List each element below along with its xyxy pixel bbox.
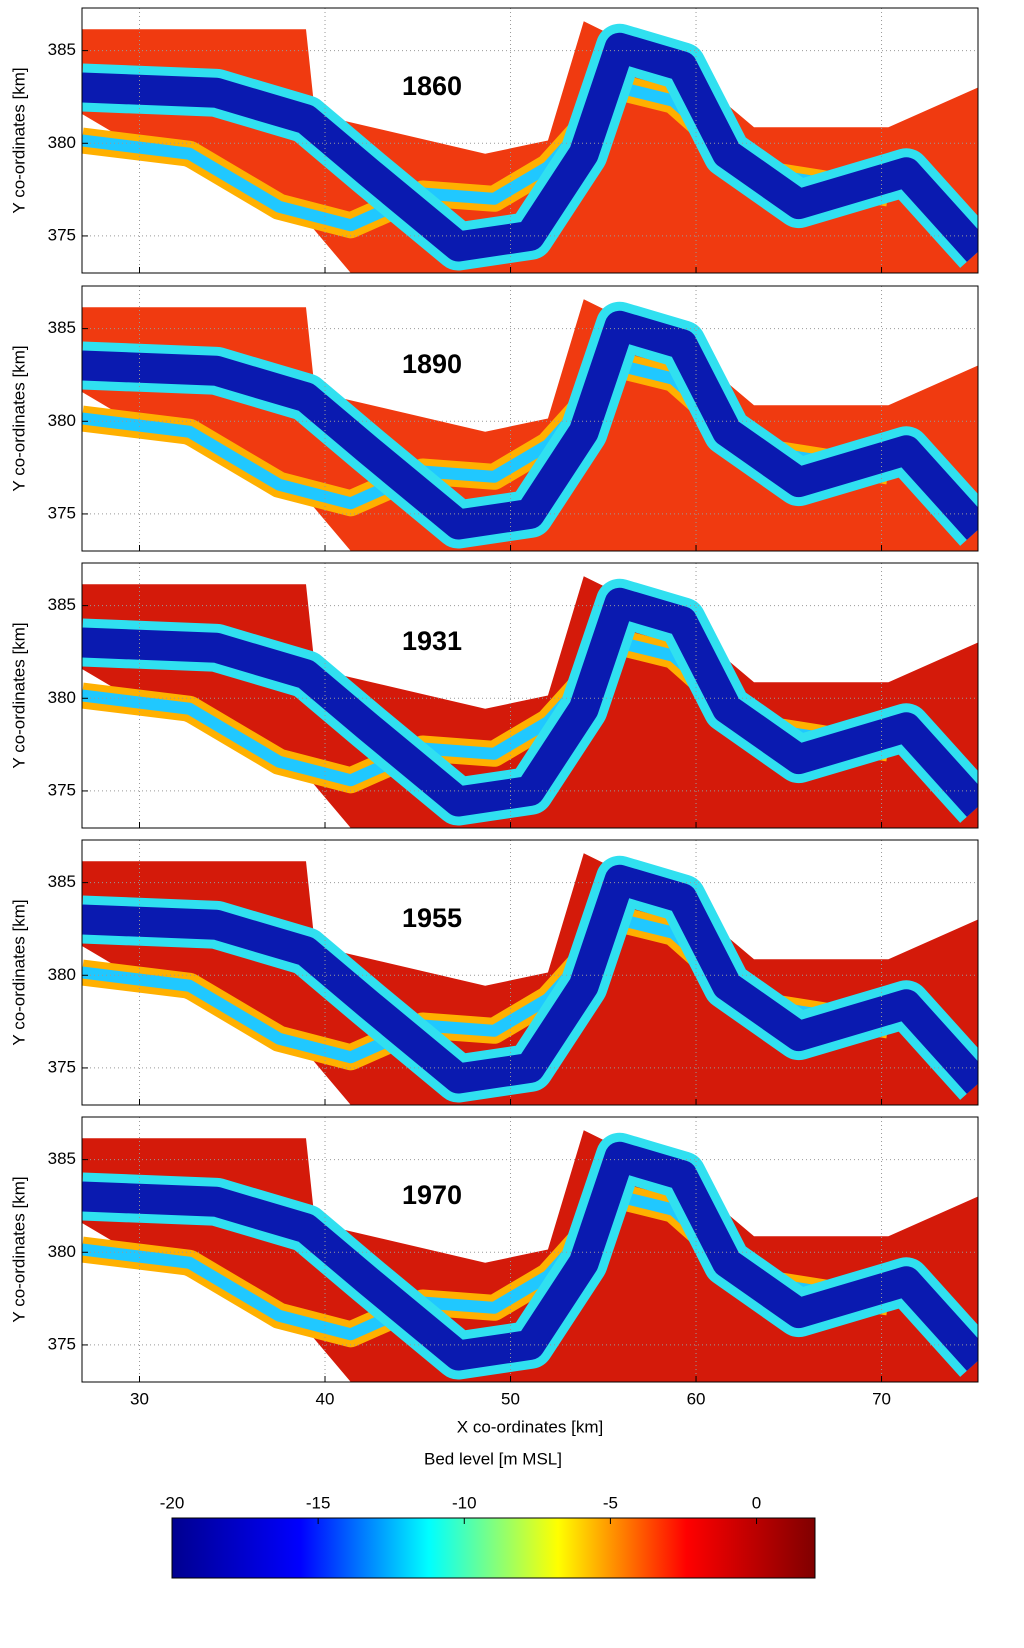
y-tick-label: 380 xyxy=(48,965,76,984)
plot-frame xyxy=(81,839,979,1106)
x-tick-label: 70 xyxy=(872,1389,891,1408)
plot-frame xyxy=(81,285,979,552)
colorbar-label: Bed level [m MSL] xyxy=(424,1449,562,1468)
y-tick-label: 380 xyxy=(48,688,76,707)
plot-frame xyxy=(81,7,979,274)
y-tick-label: 375 xyxy=(48,503,76,522)
y-tick-label: 385 xyxy=(48,1149,76,1168)
main-channel xyxy=(82,587,978,817)
y-tick-label: 385 xyxy=(48,872,76,891)
map xyxy=(82,576,978,828)
colorbar-tick-label: -5 xyxy=(603,1493,618,1512)
colorbar-tick-label: -20 xyxy=(160,1493,185,1512)
y-tick-label: 375 xyxy=(48,780,76,799)
y-tick-label: 380 xyxy=(48,1242,76,1261)
map xyxy=(82,1130,978,1382)
y-tick-label: 385 xyxy=(48,595,76,614)
panel-year: 1860 xyxy=(402,71,462,101)
y-axis-label: Y co-ordinates [km] xyxy=(9,67,28,213)
x-tick-label: 40 xyxy=(316,1389,335,1408)
panel-year: 1890 xyxy=(402,349,462,379)
colorbar-tick-label: -10 xyxy=(452,1493,477,1512)
main-channel xyxy=(82,864,978,1094)
y-axis-label: Y co-ordinates [km] xyxy=(9,345,28,491)
y-axis-label: Y co-ordinates [km] xyxy=(9,899,28,1045)
colorbar-tick-label: 0 xyxy=(752,1493,761,1512)
x-axis-label: X co-ordinates [km] xyxy=(457,1417,603,1436)
plot-frame xyxy=(81,562,979,829)
plot-frame xyxy=(81,1116,979,1383)
x-tick-label: 60 xyxy=(687,1389,706,1408)
y-tick-label: 380 xyxy=(48,133,76,152)
y-axis-label: Y co-ordinates [km] xyxy=(9,1176,28,1322)
map xyxy=(82,299,978,551)
y-axis-label: Y co-ordinates [km] xyxy=(9,622,28,768)
map xyxy=(82,21,978,273)
map xyxy=(82,853,978,1105)
colorbar-tick-label: -15 xyxy=(306,1493,331,1512)
main-channel xyxy=(82,1141,978,1371)
colorbar xyxy=(171,1517,816,1579)
x-tick-label: 30 xyxy=(130,1389,149,1408)
panel-year: 1931 xyxy=(402,626,462,656)
x-tick-label: 50 xyxy=(501,1389,520,1408)
y-tick-label: 385 xyxy=(48,318,76,337)
main-channel xyxy=(82,310,978,540)
y-tick-label: 375 xyxy=(48,1334,76,1353)
main-channel xyxy=(82,32,978,262)
y-tick-label: 375 xyxy=(48,225,76,244)
y-tick-label: 385 xyxy=(48,40,76,59)
panel-year: 1970 xyxy=(402,1180,462,1210)
panel-year: 1955 xyxy=(402,903,462,933)
y-tick-label: 375 xyxy=(48,1057,76,1076)
y-tick-label: 380 xyxy=(48,411,76,430)
